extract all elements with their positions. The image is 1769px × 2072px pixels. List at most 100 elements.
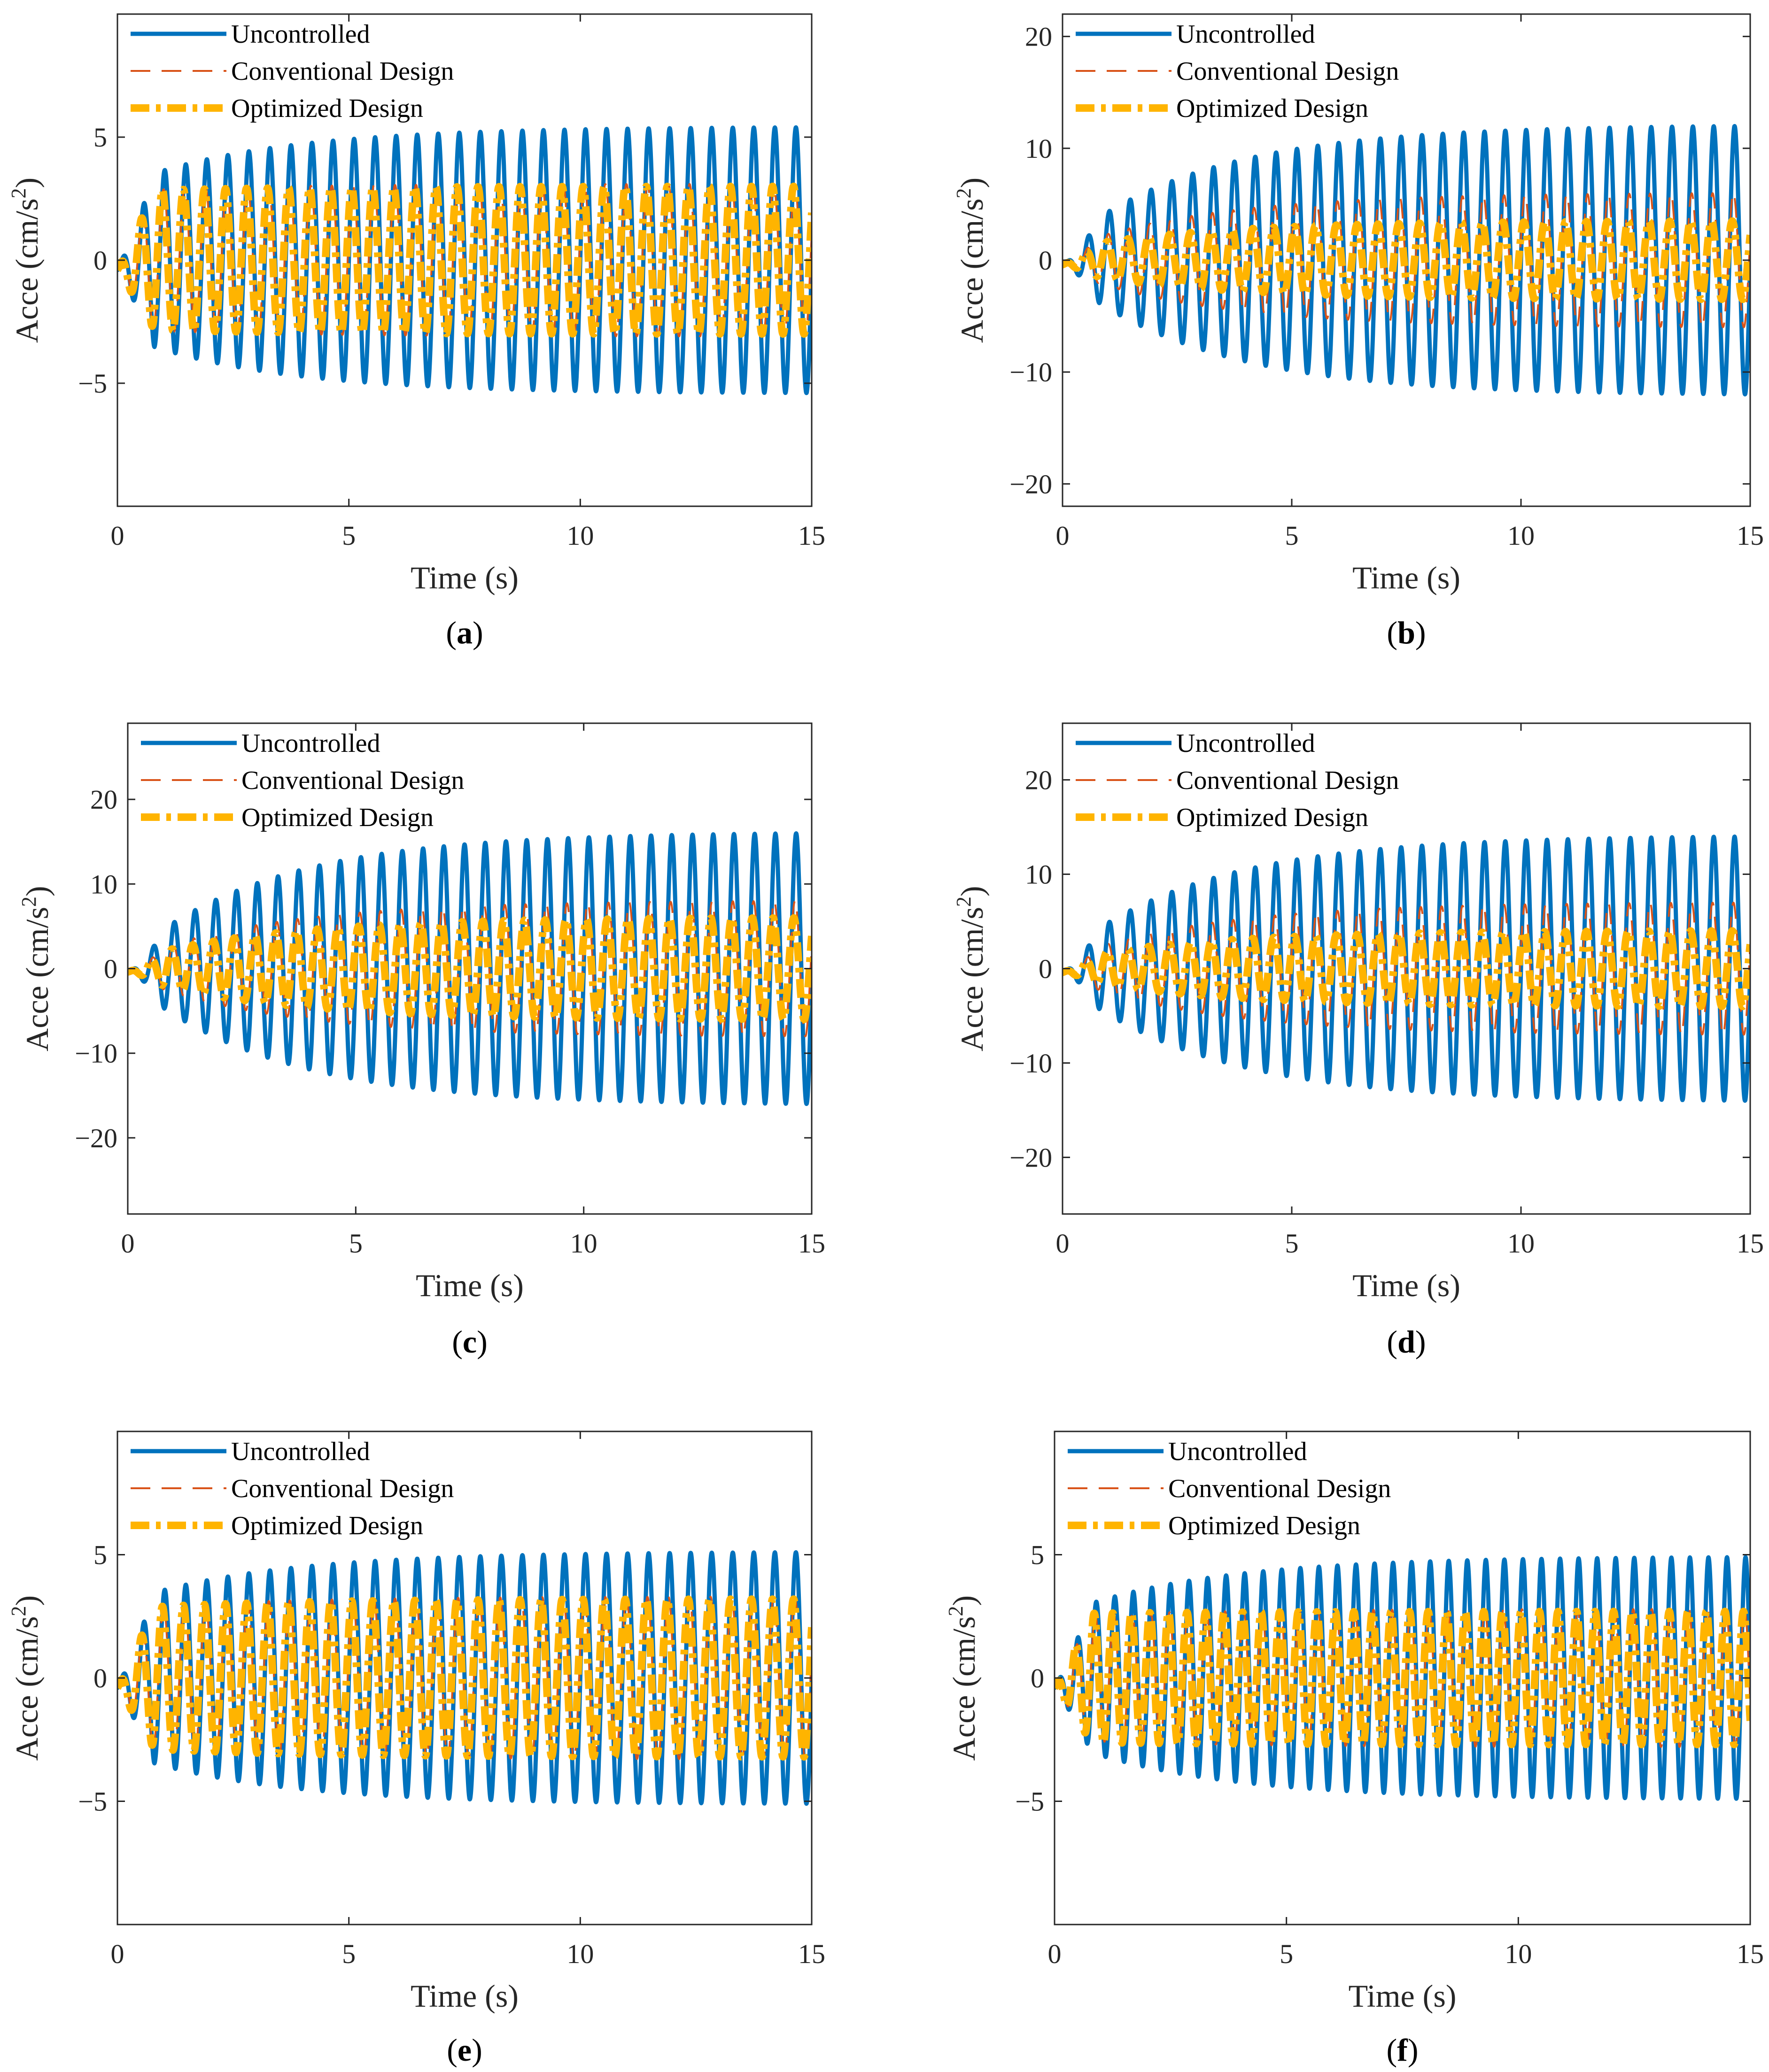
y-tick-label: −5 <box>78 1786 107 1817</box>
y-tick-label: 0 <box>93 245 107 276</box>
x-tick-label: 15 <box>1737 1228 1764 1259</box>
series-conventional-design <box>1055 1608 1750 1748</box>
y-tick-label: −20 <box>75 1123 117 1153</box>
x-axis-label: Time (s) <box>1352 1268 1460 1303</box>
legend-label: Uncontrolled <box>241 729 380 758</box>
x-tick-label: 5 <box>349 1228 363 1259</box>
y-axis-label: Acce (cm/s2) <box>17 886 55 1051</box>
legend-label: Conventional Design <box>1176 766 1399 795</box>
x-tick-label: 0 <box>1048 1939 1062 1969</box>
legend-label: Uncontrolled <box>1176 20 1315 49</box>
panel-e: 0 5 10 15 −5 0 5 Time (s) Acce (cm/s2) Uncontroll… <box>7 1430 825 2068</box>
x-tick-label: 0 <box>1056 520 1070 551</box>
series-optimized-design <box>1063 217 1750 303</box>
y-axis-label: Acce (cm/s2) <box>944 1595 982 1761</box>
y-tick-label: 0 <box>1039 245 1052 276</box>
y-axis-label: Acce (cm/s2) <box>7 1595 45 1761</box>
legend-label: Optimized Design <box>1168 1511 1360 1540</box>
x-tick-label: 5 <box>342 520 356 551</box>
x-tick-label: 15 <box>798 1939 825 1969</box>
x-tick-label: 10 <box>1507 520 1535 551</box>
y-tick-label: 10 <box>1025 133 1052 164</box>
legend: Uncontrolled Conventional Design Optimized… <box>131 20 454 123</box>
series-optimized-design <box>117 1595 812 1761</box>
x-axis-label: Time (s) <box>411 1978 519 2014</box>
y-axis-label: Acce (cm/s2) <box>7 178 45 343</box>
legend-label: Conventional Design <box>231 1474 454 1503</box>
legend-label: Uncontrolled <box>1168 1437 1307 1466</box>
series-conventional-design <box>128 900 812 1037</box>
x-tick-label: 5 <box>1285 520 1299 551</box>
x-tick-label: 15 <box>798 1228 825 1259</box>
legend-label: Optimized Design <box>241 803 434 832</box>
series-optimized-design <box>128 914 812 1023</box>
series-uncontrolled <box>1055 1555 1750 1801</box>
panel-caption: (d) <box>1387 1324 1426 1360</box>
y-tick-label: 0 <box>1031 1663 1044 1693</box>
legend-label: Optimized Design <box>1176 803 1368 832</box>
y-tick-label: −10 <box>75 1038 117 1069</box>
y-tick-label: −5 <box>1015 1786 1044 1817</box>
x-tick-label: 10 <box>566 520 594 551</box>
y-tick-label: 5 <box>93 1540 107 1570</box>
y-tick-label: 10 <box>90 869 117 899</box>
x-tick-label: 10 <box>1505 1939 1532 1969</box>
x-tick-label: 5 <box>1280 1939 1293 1969</box>
series-optimized-design <box>117 182 812 338</box>
x-tick-label: 15 <box>1737 520 1764 551</box>
y-tick-label: 5 <box>93 122 107 153</box>
series-optimized-design <box>1063 927 1750 1010</box>
x-tick-label: 10 <box>566 1939 594 1969</box>
legend: Uncontrolled Conventional Design Optimized… <box>131 1437 454 1540</box>
legend: Uncontrolled Conventional Design Optimized… <box>1076 729 1399 832</box>
legend-label: Optimized Design <box>231 94 423 123</box>
legend: Uncontrolled Conventional Design Optimized… <box>1068 1437 1391 1540</box>
legend-label: Conventional Design <box>1168 1474 1391 1503</box>
panel-a: 0 5 10 15 −5 0 5 Time (s) Acce (cm/s2) Uncontroll… <box>7 13 825 650</box>
panel-caption: (c) <box>452 1324 488 1360</box>
y-tick-label: 20 <box>90 784 117 815</box>
x-tick-label: 10 <box>570 1228 597 1259</box>
panel-caption: (a) <box>446 615 483 650</box>
legend: Uncontrolled Conventional Design Optimized… <box>141 729 464 832</box>
panel-caption: (e) <box>447 2032 482 2068</box>
x-axis-label: Time (s) <box>1349 1978 1457 2014</box>
legend-label: Optimized Design <box>231 1511 423 1540</box>
legend-label: Conventional Design <box>231 57 454 86</box>
legend-label: Uncontrolled <box>231 20 370 49</box>
x-axis-label: Time (s) <box>411 560 519 595</box>
x-tick-label: 5 <box>1285 1228 1299 1259</box>
panel-b: 0 5 10 15 −20 −10 0 10 20 Time (s) Acce (cm/s2) Unc… <box>952 13 1764 650</box>
y-tick-label: 0 <box>104 954 117 984</box>
y-tick-label: −10 <box>1009 357 1052 387</box>
y-tick-label: −10 <box>1009 1048 1052 1078</box>
y-tick-label: −20 <box>1009 469 1052 499</box>
panel-f: 0 5 10 15 −5 0 5 Time (s) Acce (cm/s2) Uncontroll… <box>944 1430 1764 2068</box>
y-tick-label: −20 <box>1009 1142 1052 1173</box>
legend-label: Conventional Design <box>1176 57 1399 86</box>
panel-c: 0 5 10 15 −20 −10 0 10 20 Time (s) Acce (cm/s2) Unc… <box>17 722 825 1360</box>
x-tick-label: 10 <box>1507 1228 1535 1259</box>
y-tick-label: 20 <box>1025 22 1052 52</box>
y-axis-label: Acce (cm/s2) <box>952 178 990 343</box>
legend-label: Uncontrolled <box>231 1437 370 1466</box>
y-tick-label: −5 <box>78 368 107 399</box>
y-tick-label: 5 <box>1031 1540 1044 1570</box>
x-tick-label: 0 <box>121 1228 135 1259</box>
x-tick-label: 0 <box>111 1939 124 1969</box>
y-tick-label: 0 <box>1039 954 1052 984</box>
legend-label: Conventional Design <box>241 766 464 795</box>
x-axis-label: Time (s) <box>1352 560 1460 595</box>
x-tick-label: 0 <box>111 520 124 551</box>
legend-label: Optimized Design <box>1176 94 1368 123</box>
x-tick-label: 5 <box>342 1939 356 1969</box>
y-tick-label: 20 <box>1025 765 1052 796</box>
y-axis-label: Acce (cm/s2) <box>952 886 990 1051</box>
panel-caption: (f) <box>1387 2032 1419 2068</box>
x-tick-label: 15 <box>1737 1939 1764 1969</box>
x-tick-label: 15 <box>798 520 825 551</box>
y-tick-label: 0 <box>93 1663 107 1693</box>
y-tick-label: 10 <box>1025 859 1052 890</box>
x-tick-label: 0 <box>1056 1228 1070 1259</box>
